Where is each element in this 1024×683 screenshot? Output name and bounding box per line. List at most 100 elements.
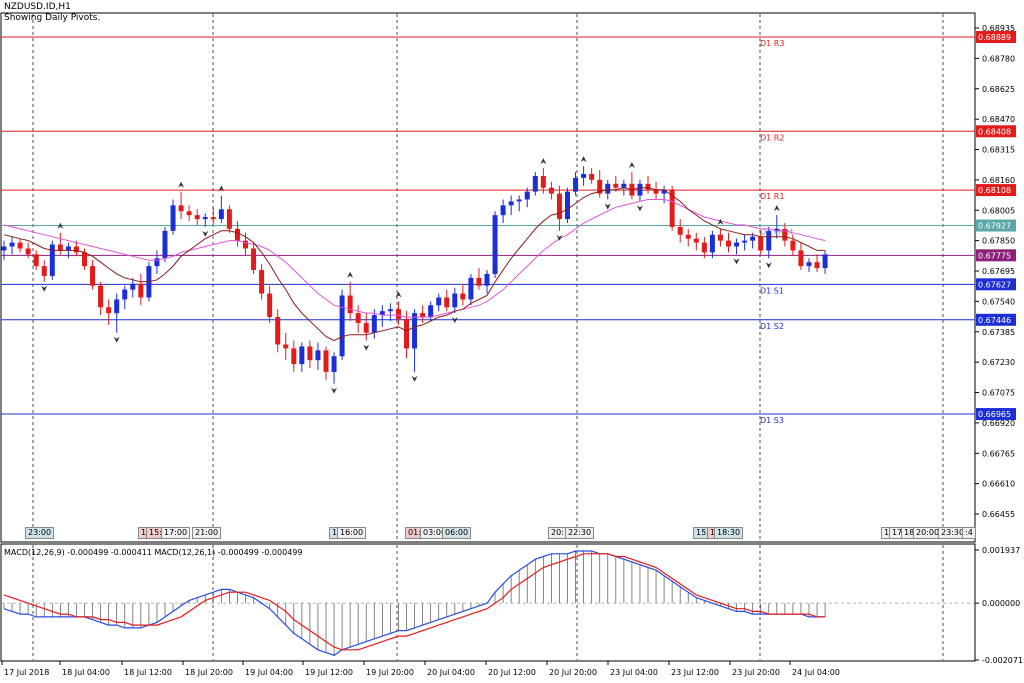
candle-body: [17, 242, 23, 249]
time-label-10: 06:00: [442, 527, 472, 539]
candle-body: [331, 356, 337, 372]
fractal-up: [395, 291, 402, 298]
pivot-tag: [976, 184, 1016, 197]
fractal-down: [556, 234, 563, 241]
candle-body: [460, 293, 466, 300]
candle-body: [806, 262, 812, 267]
candle-body: [275, 317, 281, 345]
candle-body: [130, 283, 136, 290]
candle-body: [25, 248, 31, 255]
macd-main-line: [3, 550, 826, 656]
candle-body: [355, 313, 361, 323]
macd-indicator: [1, 550, 975, 656]
candle-body: [234, 228, 240, 241]
pivot-tag-text: 0.67927: [978, 222, 1011, 231]
fractal-down: [733, 258, 740, 265]
candle-body: [492, 215, 498, 274]
time-tick-label: 24 Jul 04:00: [792, 668, 840, 677]
candle-body: [814, 262, 820, 269]
macd-axis: 0.001937 0.000000 -0.002071: [975, 546, 1023, 665]
symbol-title: NZDUSD.ID,H1: [4, 2, 71, 12]
candle-body: [677, 226, 683, 235]
candle-body: [371, 315, 377, 333]
main-pane-frame: [0, 12, 976, 543]
price-tick-label: 0.66920: [982, 419, 1015, 428]
time-label-3: 15:: [146, 527, 165, 539]
time-label-12: 22:30: [565, 527, 595, 539]
time-label-7: 16:00: [337, 527, 367, 539]
time-tick-label: 19 Jul 04:00: [245, 668, 293, 677]
price-tick-label: 0.67540: [982, 297, 1015, 306]
candle-body: [210, 217, 216, 220]
candle-body: [267, 293, 273, 318]
time-label-21: :4: [962, 527, 976, 539]
macd-tick-label: 0.001937: [982, 546, 1020, 555]
pivot-tag: [976, 313, 1016, 326]
candle-body: [178, 205, 184, 212]
macd-tick-label: 0.000000: [982, 599, 1020, 608]
candle-body: [90, 266, 96, 286]
macd-label: MACD(12,26,9) -0.000499 -0.000411 MACD(1…: [4, 548, 303, 557]
vertical-grid: [32, 14, 944, 660]
candle-body: [516, 199, 522, 202]
candle-body: [395, 309, 401, 320]
candle-body: [565, 191, 570, 220]
price-tick-label: 0.68470: [982, 115, 1015, 124]
candle-body: [653, 189, 659, 194]
candle-body: [49, 244, 55, 276]
candle-body: [106, 307, 112, 314]
candle-body: [436, 297, 442, 306]
candle-body: [613, 183, 619, 188]
pivot-tag: [976, 278, 1016, 291]
candle-body: [581, 173, 587, 178]
fractal-down: [604, 203, 611, 210]
candle-body: [597, 179, 603, 194]
candle-body: [347, 295, 353, 314]
pivot-name: D1 R3: [760, 39, 784, 48]
candle-body: [65, 246, 71, 251]
pivot-tag-text: 0.67446: [978, 316, 1011, 325]
candle-body: [766, 230, 772, 251]
candle-body: [742, 240, 748, 243]
candle-body: [701, 242, 707, 253]
candle-body: [218, 209, 224, 220]
candle-body: [98, 285, 104, 308]
candle-body: [412, 313, 418, 349]
pivot-tag-text: 0.66965: [978, 410, 1011, 419]
candle-body: [420, 313, 426, 318]
fractal-down: [41, 285, 48, 292]
time-axis: 17 Jul 2018 18 Jul 04:00 18 Jul 12:00 18 Ju…: [1, 661, 840, 677]
candle-body: [138, 283, 144, 298]
time-tick-label: 23 Jul 12:00: [671, 668, 719, 677]
candle-body: [645, 183, 651, 190]
candle-body: [82, 252, 87, 267]
pivot-name: D1 S2: [760, 322, 784, 331]
fractal-down: [451, 317, 458, 324]
candle-body: [758, 236, 764, 251]
pivot-tag-text: 0.67627: [978, 280, 1011, 289]
fractal-down: [113, 336, 120, 343]
candle-body: [621, 183, 627, 188]
candle-body: [573, 177, 579, 192]
time-tick-label: 18 Jul 20:00: [185, 668, 233, 677]
candle-body: [734, 242, 740, 247]
candle-body: [556, 193, 562, 220]
time-label-15: 18:30: [714, 527, 744, 539]
time-tick-label: 20 Jul 20:00: [549, 668, 597, 677]
fractal-down: [636, 205, 643, 212]
fractal-up: [717, 218, 724, 225]
candle-body: [750, 236, 756, 241]
candle-body: [685, 234, 691, 239]
fractal-up: [773, 205, 780, 212]
fractal-down: [765, 262, 772, 269]
candle-body: [226, 209, 232, 229]
pivot-price-tags: 0.68889 0.68408 0.68108 0.67927 0.67775 0.676…: [976, 31, 1016, 421]
moving-averages: [3, 187, 826, 342]
price-tick-label: 0.66455: [982, 510, 1015, 519]
price-tick-label: 0.67385: [982, 328, 1015, 337]
fractal-up: [57, 222, 64, 229]
candle-body: [468, 277, 474, 300]
price-tick-label: 0.67850: [982, 237, 1015, 246]
